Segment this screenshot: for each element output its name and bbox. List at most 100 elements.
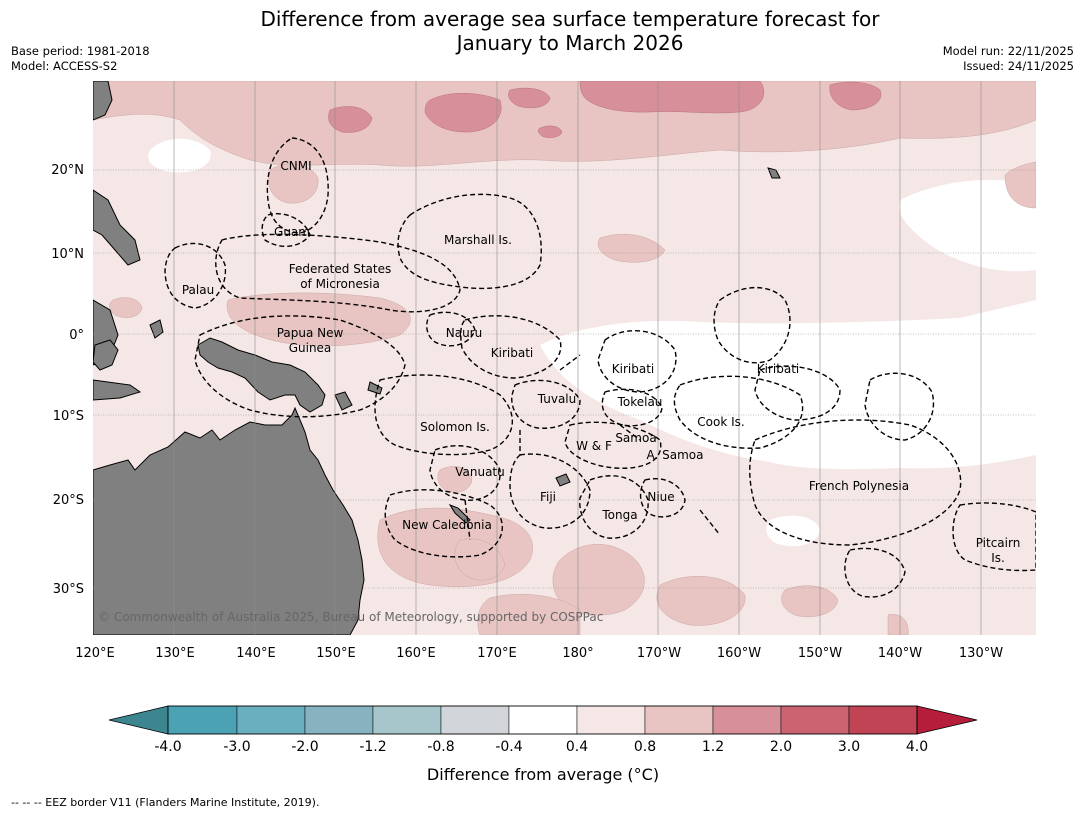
eez-kiribati-c [597, 330, 677, 393]
label-kiribati-central: Kiribati [612, 362, 654, 376]
label-french-polynesia: French Polynesia [809, 479, 909, 493]
strong-warm-regions [328, 81, 882, 138]
eez-cnmi [266, 137, 329, 234]
colorbar-seg-7 [644, 705, 714, 735]
eez-kiribati-line [754, 365, 841, 421]
lat-label-20s: 20°S [53, 493, 84, 508]
label-tuvalu: Tuvalu [537, 392, 577, 406]
cb-tick-2: -2.0 [291, 739, 318, 755]
eez-borders [164, 137, 1036, 598]
eez-wf-samoa [564, 421, 662, 469]
eez-tonga [579, 475, 649, 539]
colorbar-seg-10 [848, 705, 918, 735]
eez-png [194, 315, 406, 418]
lon-label-140w: 140°W [878, 646, 922, 661]
latitude-lines [93, 169, 1036, 589]
cb-tick-4: -0.8 [427, 739, 454, 755]
eez-niue [639, 478, 686, 518]
lon-label-180: 180° [562, 646, 593, 661]
eez-footnote: -- -- -- EEZ border V11 (Flanders Marine… [11, 796, 320, 809]
lon-label-150w: 150°W [798, 646, 842, 661]
lat-label-10n: 10°N [51, 247, 84, 262]
map-panel: CNMI Guam Marshall Is. Federated States … [93, 81, 1036, 635]
label-fiji: Fiji [540, 490, 556, 504]
meta-right: Model run: 22/11/2025 Issued: 24/11/2025 [943, 44, 1074, 74]
title-line-2: January to March 2026 [456, 31, 684, 55]
cb-tick-5: -0.4 [495, 739, 522, 755]
eez-french-polynesia [749, 419, 962, 546]
eez-new-caledonia [384, 489, 503, 558]
lon-label-160w: 160°W [717, 646, 761, 661]
colorbar: -4.0 -3.0 -2.0 -1.2 -0.8 -0.4 0.4 0.8 1.… [108, 705, 978, 784]
colorbar-ticks: -4.0 -3.0 -2.0 -1.2 -0.8 -0.4 0.4 0.8 1.… [154, 739, 928, 755]
label-vanuatu: Vanuatu [455, 465, 505, 479]
label-nauru: Nauru [446, 326, 482, 340]
title-line-1: Difference from average sea surface temp… [260, 7, 880, 31]
lat-label-10s: 10°S [53, 409, 84, 424]
land-philippines [93, 189, 141, 266]
lon-label-160e: 160°E [396, 646, 436, 661]
eez-french-polynesia-marq [864, 372, 935, 441]
label-tonga: Tonga [601, 508, 637, 522]
near-average-region-east [899, 180, 1036, 272]
land-fiji [555, 473, 571, 487]
cb-tick-8: 1.2 [702, 739, 724, 755]
label-samoa: Samoa [615, 431, 656, 445]
colorbar-extend-low [108, 705, 169, 735]
label-pitcairn-2: Is. [991, 551, 1005, 565]
land-australia [93, 406, 365, 635]
lat-label-20n: 20°N [51, 163, 84, 178]
label-new-caledonia: New Caledonia [402, 518, 492, 532]
land-hawaii [767, 167, 781, 179]
colorbar-outline [167, 705, 918, 735]
colorbar-seg-2 [304, 705, 374, 735]
label-kiribati-east: Kiribati [757, 362, 799, 376]
lon-label-130e: 130°E [155, 646, 195, 661]
cb-tick-0: -4.0 [154, 739, 181, 755]
model-run: Model run: 22/11/2025 [942, 44, 1074, 58]
label-palau: Palau [182, 283, 214, 297]
cb-tick-11: 4.0 [906, 739, 928, 755]
eez-tokelau [601, 388, 663, 427]
colorbar-seg-3 [372, 705, 442, 735]
label-cnmi: CNMI [280, 159, 311, 173]
near-average-region-equatorial [540, 300, 1036, 470]
place-labels: CNMI Guam Marshall Is. Federated States … [182, 159, 1020, 565]
colorbar-seg-4 [440, 705, 510, 735]
colorbar-seg-9 [780, 705, 850, 735]
near-average-region-north [148, 138, 211, 173]
cb-tick-1: -3.0 [223, 739, 250, 755]
eez-vanuatu [429, 445, 501, 501]
model-name: Model: ACCESS-S2 [11, 59, 118, 73]
eez-kiribati-w [460, 315, 562, 379]
land-halmahera [149, 319, 164, 339]
eez-nauru [426, 311, 476, 347]
eez-pitcairn [952, 502, 1036, 572]
lat-label-0: 0° [69, 328, 84, 343]
label-wallis-futuna: W & F [576, 439, 612, 453]
eez-marshall [397, 193, 542, 290]
label-cook: Cook Is. [697, 415, 744, 429]
eez-fiji [509, 453, 591, 529]
label-kiribati-west: Kiribati [491, 346, 533, 360]
near-average-region-se [766, 515, 820, 547]
issued-date: Issued: 24/11/2025 [963, 59, 1074, 73]
lon-label-130w: 130°W [959, 646, 1003, 661]
eez-cook [673, 375, 804, 449]
colorbar-seg-0 [167, 705, 238, 735]
eez-guam [261, 213, 311, 247]
colorbar-seg-8 [712, 705, 782, 735]
meta-left: Base period: 1981-2018 Model: ACCESS-S2 [11, 44, 150, 74]
eez-tuvalu [511, 379, 581, 429]
eez-samoa-links [464, 354, 721, 541]
base-period: Base period: 1981-2018 [11, 44, 150, 58]
colorbar-seg-1 [236, 705, 306, 735]
cb-tick-7: 0.8 [634, 739, 656, 755]
map-title: Difference from average sea surface temp… [0, 7, 1085, 55]
label-fsm-1: Federated States [289, 262, 391, 276]
label-guam: Guam [274, 225, 310, 239]
copyright-notice: © Commonwealth of Australia 2025, Bureau… [98, 610, 603, 624]
lon-label-170e: 170°E [477, 646, 517, 661]
lon-label-170w: 170°W [637, 646, 681, 661]
